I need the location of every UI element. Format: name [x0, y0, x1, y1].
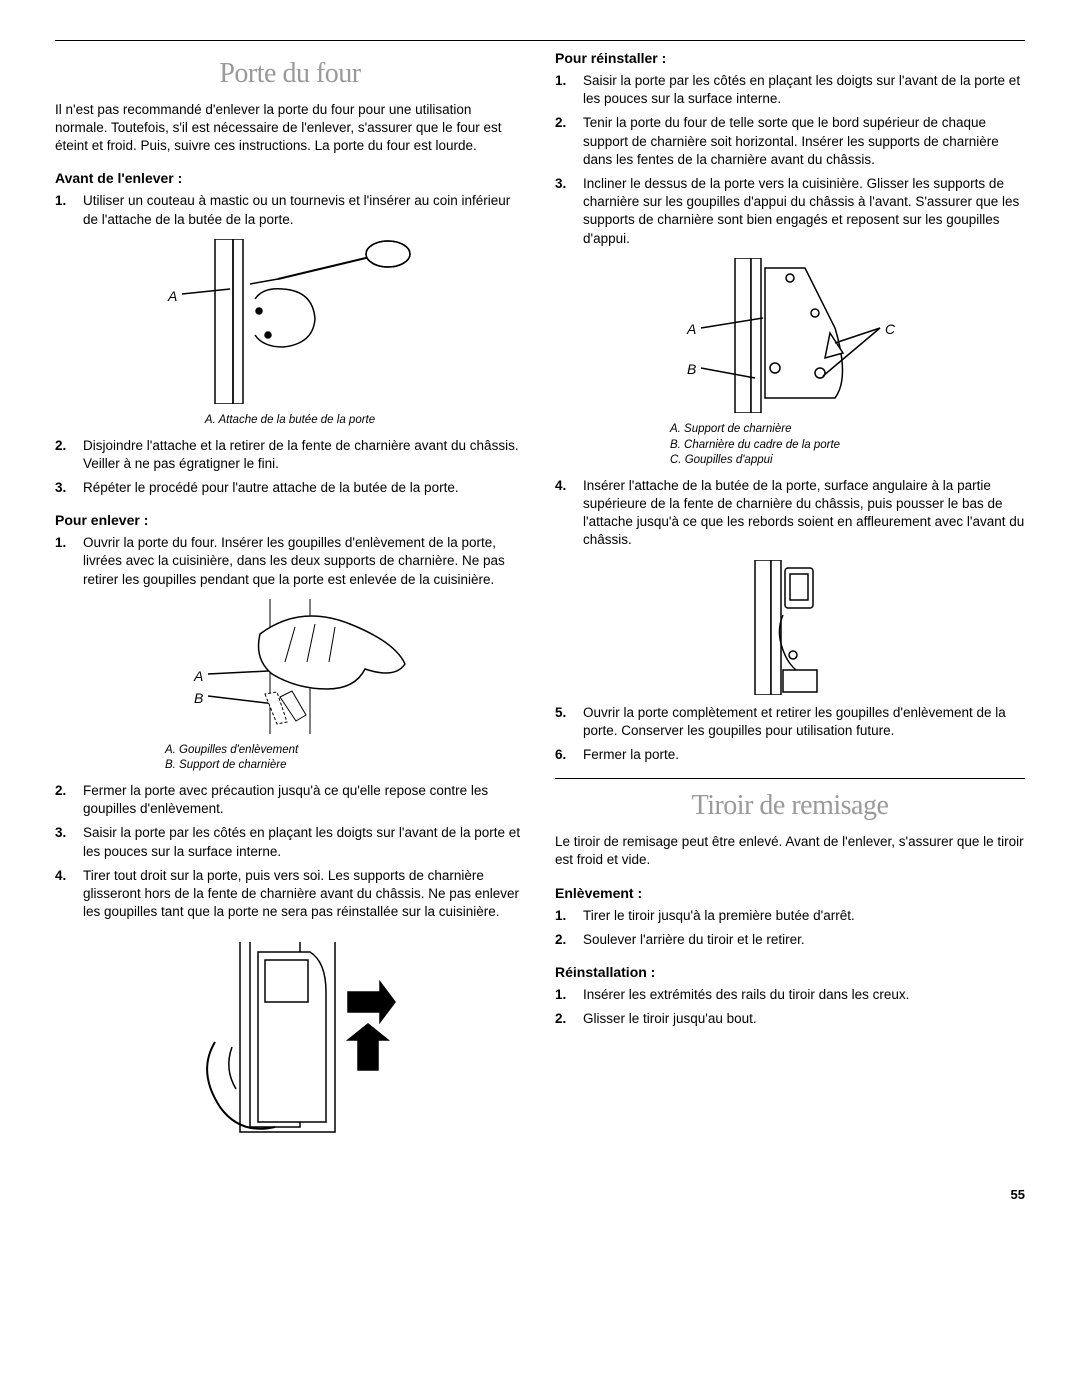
figure-r2-wrap — [555, 560, 1025, 700]
list-item: 2.Soulever l'arrière du tiroir et le ret… — [583, 931, 1025, 949]
subhead-avant-enlever: Avant de l'enlever : — [55, 169, 525, 188]
figure-label-A: A — [687, 320, 696, 339]
subhead-enlevement: Enlèvement : — [555, 884, 1025, 903]
list-pour-enlever-2: 2.Fermer la porte avec précaution jusqu'… — [55, 782, 525, 922]
clip-insert-illustration — [735, 560, 845, 695]
list-item: 1.Saisir la porte par les côtés en plaça… — [583, 72, 1025, 108]
door-removal-illustration — [180, 932, 400, 1147]
figure-label-A: A — [168, 287, 177, 306]
list-text: Ouvrir la porte du four. Insérer les gou… — [83, 535, 505, 586]
list-avant-enlever-2: 2.Disjoindre l'attache et la retirer de … — [55, 437, 525, 498]
list-text: Saisir la porte par les côtés en plaçant… — [83, 825, 520, 858]
list-text: Tenir la porte du four de telle sorte qu… — [583, 115, 999, 166]
list-text: Glisser le tiroir jusqu'au bout. — [583, 1011, 757, 1026]
list-text: Utiliser un couteau à mastic ou un tourn… — [83, 193, 510, 226]
figure-label-C: C — [885, 320, 895, 339]
list-item: 1.Tirer le tiroir jusqu'à la première bu… — [583, 907, 1025, 925]
hinge-support-illustration — [675, 258, 905, 413]
list-item: 1.Insérer les extrémités des rails du ti… — [583, 986, 1025, 1004]
list-item: 4.Tirer tout droit sur la porte, puis ve… — [83, 867, 525, 922]
list-text: Répéter le procédé pour l'autre attache … — [83, 480, 459, 495]
list-item: 2.Fermer la porte avec précaution jusqu'… — [83, 782, 525, 818]
list-item: 6.Fermer la porte. — [583, 746, 1025, 764]
right-column: Pour réinstaller : 1.Saisir la porte par… — [555, 49, 1025, 1156]
hinge-tool-illustration — [160, 239, 420, 404]
top-rule — [55, 40, 1025, 41]
figure-label-A: A — [194, 667, 203, 686]
figure-r1-caption: A. Support de charnière B. Charnière du … — [670, 422, 1025, 469]
list-text: Insérer les extrémités des rails du tiro… — [583, 987, 909, 1002]
list-enlevement: 1.Tirer le tiroir jusqu'à la première bu… — [555, 907, 1025, 949]
subhead-pour-enlever: Pour enlever : — [55, 511, 525, 530]
list-item: 4.Insérer l'attache de la butée de la po… — [583, 477, 1025, 550]
list-item: 2.Disjoindre l'attache et la retirer de … — [83, 437, 525, 473]
list-text: Incliner le dessus de la porte vers la c… — [583, 176, 1019, 246]
list-text: Fermer la porte. — [583, 747, 679, 762]
figure-3-wrap — [55, 932, 525, 1152]
figure-2-caption: A. Goupilles d'enlèvement B. Support de … — [165, 743, 525, 774]
list-item: 3.Répéter le procédé pour l'autre attach… — [83, 479, 525, 497]
subhead-reinstallation: Réinstallation : — [555, 963, 1025, 982]
figure-label-B: B — [687, 360, 696, 379]
caption-line: A. Support de charnière — [670, 422, 1025, 438]
list-text: Saisir la porte par les côtés en plaçant… — [583, 73, 1020, 106]
caption-line: B. Support de charnière — [165, 758, 525, 774]
caption-line: C. Goupilles d'appui — [670, 453, 1025, 469]
list-item: 5.Ouvrir la porte complètement et retire… — [583, 704, 1025, 740]
subhead-pour-reinstaller: Pour réinstaller : — [555, 49, 1025, 68]
list-text: Insérer l'attache de la butée de la port… — [583, 478, 1024, 548]
figure-r1-wrap: A B C — [555, 258, 1025, 418]
list-reinstaller-1: 1.Saisir la porte par les côtés en plaça… — [555, 72, 1025, 248]
list-text: Fermer la porte avec précaution jusqu'à … — [83, 783, 488, 816]
section-title-tiroir: Tiroir de remisage — [555, 787, 1025, 825]
figure-1-wrap: A — [55, 239, 525, 409]
intro-tiroir: Le tiroir de remisage peut être enlevé. … — [555, 833, 1025, 869]
list-item: 2.Tenir la porte du four de telle sorte … — [583, 114, 1025, 169]
caption-line: A. Goupilles d'enlèvement — [165, 743, 525, 759]
list-reinstallation: 1.Insérer les extrémités des rails du ti… — [555, 986, 1025, 1028]
list-reinstaller-3: 5.Ouvrir la porte complètement et retire… — [555, 704, 1025, 765]
two-column-layout: Porte du four Il n'est pas recommandé d'… — [55, 49, 1025, 1156]
list-text: Tirer le tiroir jusqu'à la première buté… — [583, 908, 855, 923]
figure-2: A B — [160, 599, 420, 734]
figure-1: A — [160, 239, 420, 404]
list-text: Disjoindre l'attache et la retirer de la… — [83, 438, 519, 471]
figure-r1: A B C — [675, 258, 905, 413]
list-item: 3.Incliner le dessus de la porte vers la… — [583, 175, 1025, 248]
intro-paragraph: Il n'est pas recommandé d'enlever la por… — [55, 101, 525, 156]
list-item: 1.Utiliser un couteau à mastic ou un tou… — [83, 192, 525, 228]
list-avant-enlever-1: 1.Utiliser un couteau à mastic ou un tou… — [55, 192, 525, 228]
list-text: Ouvrir la porte complètement et retirer … — [583, 705, 1006, 738]
list-item: 1.Ouvrir la porte du four. Insérer les g… — [83, 534, 525, 589]
section-title-porte: Porte du four — [55, 55, 525, 93]
list-reinstaller-2: 4.Insérer l'attache de la butée de la po… — [555, 477, 1025, 550]
left-column: Porte du four Il n'est pas recommandé d'… — [55, 49, 525, 1156]
list-pour-enlever-1: 1.Ouvrir la porte du four. Insérer les g… — [55, 534, 525, 589]
figure-label-B: B — [194, 689, 203, 708]
list-text: Soulever l'arrière du tiroir et le retir… — [583, 932, 805, 947]
list-item: 3.Saisir la porte par les côtés en plaça… — [83, 824, 525, 860]
list-text: Tirer tout droit sur la porte, puis vers… — [83, 868, 519, 919]
caption-line: B. Charnière du cadre de la porte — [670, 438, 1025, 454]
page-number: 55 — [55, 1186, 1025, 1204]
figure-r2 — [735, 560, 845, 695]
figure-1-caption: A. Attache de la butée de la porte — [55, 413, 525, 429]
list-item: 2.Glisser le tiroir jusqu'au bout. — [583, 1010, 1025, 1028]
divider — [555, 778, 1025, 779]
figure-2-wrap: A B — [55, 599, 525, 739]
figure-3 — [180, 932, 400, 1147]
